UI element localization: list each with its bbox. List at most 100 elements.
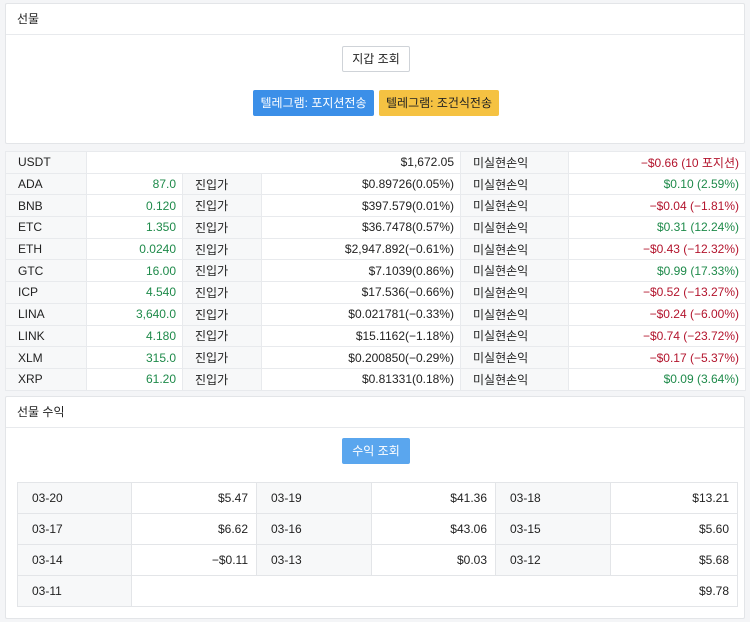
unrealized-pnl-label: 미실현손익 <box>460 367 570 391</box>
income-amount: $6.62 <box>131 513 257 545</box>
position-quantity: 4.180 <box>86 324 183 348</box>
income-date: 03-19 <box>256 482 372 514</box>
income-amount: $5.68 <box>610 544 738 576</box>
income-amount: $0.03 <box>371 544 496 576</box>
entry-price: $17.536(−0.66%) <box>260 281 462 304</box>
income-row: 03-17 $6.62 03-16 $43.06 03-15 $5.60 <box>17 513 738 545</box>
position-row: ETH 0.0240 진입가 $2,947.892(−0.61%) 미실현손익 −$0.4… <box>5 237 747 261</box>
entry-price: $36.7478(0.57%) <box>260 216 462 239</box>
position-quantity: 0.120 <box>86 194 183 218</box>
unrealized-pnl-label: 미실현손익 <box>460 194 570 218</box>
entry-price-label: 진입가 <box>182 324 262 348</box>
unrealized-pnl: $0.31 (12.24%) <box>568 216 747 239</box>
income-amount: $5.47 <box>131 482 257 514</box>
income-amount: $5.60 <box>610 513 738 545</box>
entry-price: $0.200850(−0.29%) <box>260 346 462 369</box>
income-card: 선물 수익 수익 조회 03-20 $5.47 03-19 $41.36 03-18 $1… <box>5 396 745 619</box>
unrealized-pnl-label: 미실현손익 <box>460 259 570 283</box>
entry-price-label: 진입가 <box>182 237 262 261</box>
position-quantity: 16.00 <box>86 259 183 283</box>
position-symbol: ETC <box>5 216 87 239</box>
position-quantity: 4.540 <box>86 281 183 304</box>
unrealized-pnl-label: 미실현손익 <box>460 324 570 348</box>
position-row: BNB 0.120 진입가 $397.579(0.01%) 미실현손익 −$0.04 (−… <box>5 194 747 218</box>
income-date: 03-12 <box>495 544 611 576</box>
usdt-row: USDT $1,672.05 미실현손익 −$0.66 (10 포지션) <box>5 151 747 174</box>
income-amount: $43.06 <box>371 513 496 545</box>
unrealized-pnl: −$0.24 (−6.00%) <box>568 302 747 326</box>
income-date: 03-14 <box>17 544 132 576</box>
usdt-pnl-label: 미실현손익 <box>460 151 570 174</box>
usdt-symbol: USDT <box>5 151 87 174</box>
position-row: GTC 16.00 진입가 $7.1039(0.86%) 미실현손익 $0.99 (17.… <box>5 259 747 283</box>
position-row: XLM 315.0 진입가 $0.200850(−0.29%) 미실현손익 −$0.17 … <box>5 346 747 369</box>
income-table: 03-20 $5.47 03-19 $41.36 03-18 $13.21 03-17 $6.… <box>17 482 738 607</box>
unrealized-pnl: $0.10 (2.59%) <box>568 172 747 196</box>
position-symbol: ICP <box>5 281 87 304</box>
income-date: 03-20 <box>17 482 132 514</box>
position-symbol: LINK <box>5 324 87 348</box>
position-quantity: 0.0240 <box>86 237 183 261</box>
unrealized-pnl: −$0.43 (−12.32%) <box>568 237 747 261</box>
futures-title: 선물 <box>6 4 744 35</box>
position-quantity: 61.20 <box>86 367 183 391</box>
unrealized-pnl-label: 미실현손익 <box>460 172 570 196</box>
position-row: LINK 4.180 진입가 $15.1162(−1.18%) 미실현손익 −$0.74 … <box>5 324 747 348</box>
unrealized-pnl: −$0.74 (−23.72%) <box>568 324 747 348</box>
income-amount: $41.36 <box>371 482 496 514</box>
income-date: 03-18 <box>495 482 611 514</box>
position-row: LINA 3,640.0 진입가 $0.021781(−0.33%) 미실현손익 −$0.… <box>5 302 747 326</box>
position-symbol: GTC <box>5 259 87 283</box>
income-row: 03-11 $9.78 <box>17 575 738 607</box>
income-amount: $9.78 <box>131 575 738 607</box>
unrealized-pnl: −$0.04 (−1.81%) <box>568 194 747 218</box>
unrealized-pnl: −$0.52 (−13.27%) <box>568 281 747 304</box>
unrealized-pnl-label: 미실현손익 <box>460 346 570 369</box>
position-quantity: 87.0 <box>86 172 183 196</box>
income-date: 03-11 <box>17 575 132 607</box>
entry-price-label: 진입가 <box>182 302 262 326</box>
entry-price: $15.1162(−1.18%) <box>260 324 462 348</box>
income-date: 03-15 <box>495 513 611 545</box>
position-symbol: XRP <box>5 367 87 391</box>
entry-price: $2,947.892(−0.61%) <box>260 237 462 261</box>
position-symbol: BNB <box>5 194 87 218</box>
unrealized-pnl: −$0.17 (−5.37%) <box>568 346 747 369</box>
entry-price: $0.021781(−0.33%) <box>260 302 462 326</box>
income-row: 03-14 −$0.11 03-13 $0.03 03-12 $5.68 <box>17 544 738 576</box>
position-quantity: 315.0 <box>86 346 183 369</box>
telegram-condition-button[interactable]: 텔레그램: 조건식전송 <box>379 90 499 116</box>
entry-price-label: 진입가 <box>182 281 262 304</box>
positions-table: USDT $1,672.05 미실현손익 −$0.66 (10 포지션) ADA… <box>5 151 747 391</box>
position-symbol: XLM <box>5 346 87 369</box>
income-date: 03-13 <box>256 544 372 576</box>
entry-price-label: 진입가 <box>182 216 262 239</box>
entry-price-label: 진입가 <box>182 367 262 391</box>
position-quantity: 3,640.0 <box>86 302 183 326</box>
unrealized-pnl-label: 미실현손익 <box>460 216 570 239</box>
income-row: 03-20 $5.47 03-19 $41.36 03-18 $13.21 <box>17 482 738 514</box>
futures-card: 선물 지갑 조회 텔레그램: 포지션전송 텔레그램: 조건식전송 <box>5 3 745 144</box>
unrealized-pnl: $0.99 (17.33%) <box>568 259 747 283</box>
income-date: 03-16 <box>256 513 372 545</box>
position-quantity: 1.350 <box>86 216 183 239</box>
wallet-query-button[interactable]: 지갑 조회 <box>342 46 410 72</box>
position-row: ADA 87.0 진입가 $0.89726(0.05%) 미실현손익 $0.10 (2.5… <box>5 172 747 196</box>
entry-price-label: 진입가 <box>182 172 262 196</box>
telegram-position-button[interactable]: 텔레그램: 포지션전송 <box>253 90 374 116</box>
income-query-button[interactable]: 수익 조회 <box>342 438 410 464</box>
position-symbol: ETH <box>5 237 87 261</box>
usdt-pnl: −$0.66 (10 포지션) <box>568 151 747 174</box>
entry-price: $7.1039(0.86%) <box>260 259 462 283</box>
income-amount: −$0.11 <box>131 544 257 576</box>
position-row: ETC 1.350 진입가 $36.7478(0.57%) 미실현손익 $0.31 (12… <box>5 216 747 239</box>
unrealized-pnl-label: 미실현손익 <box>460 237 570 261</box>
entry-price: $0.89726(0.05%) <box>260 172 462 196</box>
entry-price-label: 진입가 <box>182 194 262 218</box>
unrealized-pnl: $0.09 (3.64%) <box>568 367 747 391</box>
entry-price-label: 진입가 <box>182 346 262 369</box>
position-symbol: LINA <box>5 302 87 326</box>
unrealized-pnl-label: 미실현손익 <box>460 302 570 326</box>
position-symbol: ADA <box>5 172 87 196</box>
position-row: XRP 61.20 진입가 $0.81331(0.18%) 미실현손익 $0.09 (3.… <box>5 367 747 391</box>
